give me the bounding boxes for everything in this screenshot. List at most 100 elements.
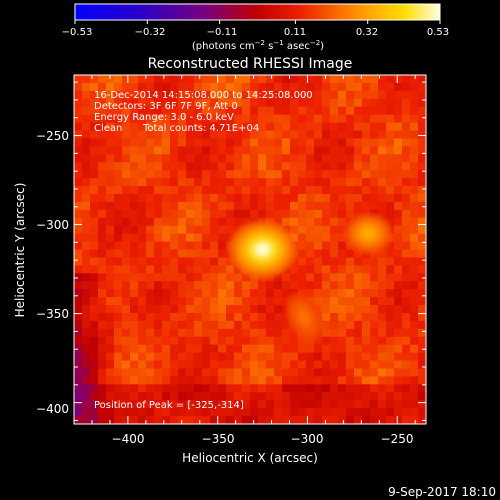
heatmap-cell <box>250 130 259 140</box>
heatmap-cell <box>194 400 203 409</box>
heatmap-cell <box>338 344 347 354</box>
heatmap-cell <box>130 297 139 306</box>
heatmap-cell <box>410 233 419 243</box>
heatmap-cell <box>106 257 115 266</box>
heatmap-cell <box>226 201 235 211</box>
heatmap-cell <box>370 352 379 362</box>
heatmap-cell <box>186 273 195 282</box>
heatmap-cell <box>386 170 395 179</box>
heatmap-cell <box>402 344 411 354</box>
heatmap-cell <box>386 114 395 124</box>
emission-source <box>344 213 393 254</box>
heatmap-cell <box>106 297 115 306</box>
heatmap-cell <box>226 186 235 195</box>
heatmap-cell <box>202 320 211 330</box>
heatmap-cell <box>378 170 387 179</box>
heatmap-cell <box>122 320 131 330</box>
heatmap-cell <box>90 170 99 179</box>
heatmap-cell <box>178 289 187 298</box>
heatmap-cell <box>242 408 251 417</box>
heatmap-cell <box>178 368 187 378</box>
heatmap-cell <box>258 162 267 171</box>
heatmap-cell <box>354 178 363 187</box>
heatmap-cell <box>170 146 179 155</box>
heatmap-cell <box>274 416 283 424</box>
heatmap-cell <box>282 281 291 290</box>
heatmap-cell <box>122 376 131 385</box>
heatmap-cell <box>298 193 307 203</box>
heatmap-cell <box>98 162 107 171</box>
heatmap-cell <box>90 344 99 354</box>
heatmap-cell <box>362 122 371 132</box>
heatmap-cell <box>202 138 211 147</box>
heatmap-cell <box>114 138 123 147</box>
colorbar-tick-label: 0.53 <box>427 27 449 38</box>
heatmap-cell <box>410 265 419 274</box>
heatmap-cell <box>282 289 291 298</box>
heatmap-cell <box>98 138 107 147</box>
heatmap-cell <box>162 82 171 92</box>
heatmap-cell <box>130 201 139 211</box>
heatmap-cell <box>74 122 83 132</box>
heatmap-cell <box>386 130 395 140</box>
heatmap-cell <box>266 328 275 338</box>
heatmap-cell <box>322 82 331 92</box>
heatmap-cell <box>202 146 211 155</box>
heatmap-cell <box>234 106 243 116</box>
heatmap-cell <box>394 265 403 274</box>
heatmap-cell <box>234 130 243 140</box>
heatmap-cell <box>410 106 419 116</box>
heatmap-cell <box>410 344 419 354</box>
heatmap-cell <box>202 336 211 346</box>
heatmap-cell <box>282 376 291 385</box>
heatmap-cell <box>386 281 395 290</box>
heatmap-cell <box>170 289 179 298</box>
heatmap-cell <box>234 384 243 393</box>
heatmap-cell <box>402 146 411 155</box>
heatmap-cell <box>218 360 227 370</box>
heatmap-cell <box>410 281 419 290</box>
heatmap-cell <box>346 170 355 179</box>
heatmap-cell <box>98 225 107 235</box>
heatmap-cell <box>258 408 267 417</box>
heatmap-cell <box>122 305 131 314</box>
heatmap-cell <box>242 400 251 409</box>
heatmap-cell <box>154 352 163 362</box>
heatmap-cell <box>266 400 275 409</box>
heatmap-cell <box>82 241 91 251</box>
heatmap-cell <box>346 360 355 370</box>
heatmap-cell <box>74 106 83 116</box>
heatmap-cell <box>250 384 259 393</box>
heatmap-cell <box>154 408 163 417</box>
heatmap-cell <box>186 344 195 354</box>
heatmap-cell <box>122 162 131 171</box>
heatmap-cell <box>258 344 267 354</box>
heatmap-cell <box>402 193 411 203</box>
heatmap-cell <box>338 408 347 417</box>
heatmap-cell <box>322 384 331 393</box>
heatmap-cell <box>154 114 163 124</box>
heatmap-cell <box>322 75 331 84</box>
heatmap-cell <box>170 328 179 338</box>
heatmap-cell <box>306 106 315 116</box>
heatmap-cell <box>394 114 403 124</box>
heatmap-cell <box>178 201 187 211</box>
heatmap-cell <box>282 154 291 163</box>
heatmap-cell <box>194 98 203 108</box>
heatmap-cell <box>154 201 163 211</box>
heatmap-cell <box>146 122 155 132</box>
heatmap-cell <box>98 265 107 274</box>
heatmap-cell <box>410 241 419 251</box>
heatmap-cell <box>106 312 115 322</box>
heatmap-cell <box>170 312 179 322</box>
heatmap-cell <box>410 146 419 155</box>
heatmap-cell <box>330 225 339 235</box>
heatmap-cell <box>354 122 363 132</box>
heatmap-cell <box>314 344 323 354</box>
heatmap-cell <box>186 114 195 124</box>
heatmap-cell <box>114 122 123 132</box>
heatmap-cell <box>242 305 251 314</box>
heatmap-cell <box>362 162 371 171</box>
heatmap-cell <box>306 114 315 124</box>
heatmap-cell <box>242 170 251 179</box>
